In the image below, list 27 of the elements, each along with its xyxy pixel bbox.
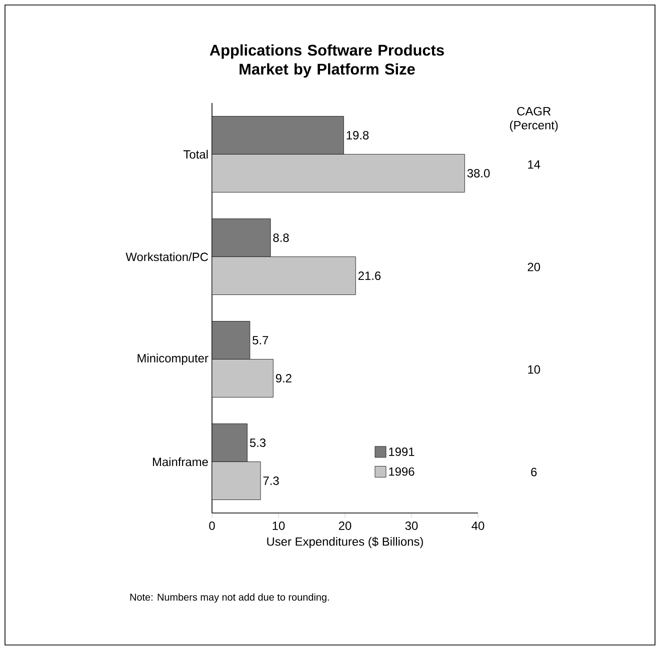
y-tick-label: Total (183, 150, 208, 159)
text: 6 (531, 468, 537, 476)
x-tick-label: 0 (209, 522, 215, 530)
data-label: 5.3 (250, 438, 266, 447)
x-tick-label: 30 (405, 522, 418, 530)
text: Note: Numbers may not add due to rounding. (130, 593, 329, 603)
x-tick-label: 40 (472, 522, 484, 530)
x-tick-label: 10 (272, 522, 285, 530)
x-tick-label: 20 (338, 522, 352, 530)
text: CAGR (Percent) (510, 107, 558, 132)
chart-title: Applications Software Products Market by Platform Size (210, 44, 444, 78)
legend-label: 1996 (389, 467, 414, 476)
y-tick-label: Mainframe (152, 457, 208, 466)
data-label: 7.3 (263, 476, 279, 485)
y-tick-label: Workstation/PC (126, 252, 208, 262)
text: 10 (528, 365, 540, 374)
x-axis-title: User Expenditures ($ Billions) (267, 536, 423, 548)
text: 20 (528, 262, 540, 272)
data-label: 8.8 (273, 234, 289, 242)
data-label: 38.0 (467, 169, 490, 178)
data-label: 19.8 (346, 131, 369, 140)
data-label: 21.6 (358, 272, 381, 280)
legend-label: 1991 (389, 447, 414, 456)
data-label: 5.7 (252, 336, 268, 344)
data-label: 9.2 (276, 374, 292, 382)
y-tick-label: Minicomputer (138, 354, 208, 365)
text: 14 (528, 160, 540, 169)
